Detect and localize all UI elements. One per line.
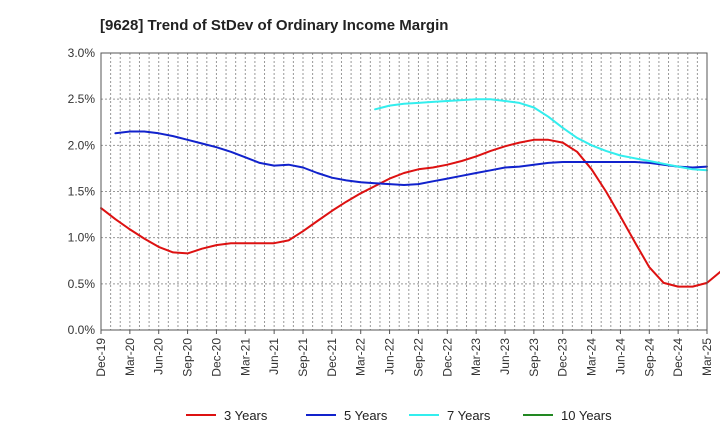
x-tick-label: Dec-24 bbox=[671, 338, 685, 377]
x-tick-label: Dec-22 bbox=[440, 338, 454, 377]
x-tick-label: Jun-23 bbox=[498, 338, 512, 375]
x-tick-label: Dec-19 bbox=[94, 338, 108, 377]
x-tick-label: Mar-23 bbox=[469, 338, 483, 376]
chart-title: [9628] Trend of StDev of Ordinary Income… bbox=[100, 17, 448, 34]
legend-label: 7 Years bbox=[447, 408, 491, 423]
legend-label: 5 Years bbox=[344, 408, 388, 423]
x-axis-ticks: Dec-19 Mar-20 Jun-20 Sep-20 Dec-20 Mar-21 Jun-… bbox=[94, 330, 714, 377]
x-tick-label: Sep-23 bbox=[527, 338, 541, 377]
x-tick-label: Sep-20 bbox=[181, 338, 195, 377]
y-tick-label: 2.5% bbox=[68, 92, 96, 106]
x-tick-label: Dec-20 bbox=[209, 338, 223, 377]
x-tick-label: Mar-22 bbox=[354, 338, 368, 376]
y-tick-label: 2.0% bbox=[68, 138, 96, 152]
plot-frame bbox=[100, 52, 708, 331]
y-tick-label: 3.0% bbox=[68, 46, 96, 60]
y-tick-label: 0.5% bbox=[68, 277, 96, 291]
x-tick-label: Sep-22 bbox=[411, 338, 425, 377]
plot-grid bbox=[101, 53, 707, 330]
series-line-3-years bbox=[100, 138, 720, 288]
x-tick-label: Mar-25 bbox=[700, 338, 714, 376]
x-tick-label: Sep-21 bbox=[296, 338, 310, 377]
x-tick-label: Mar-21 bbox=[238, 338, 252, 376]
x-tick-label: Sep-24 bbox=[642, 338, 656, 377]
legend: 3 Years 5 Years 7 Years 10 Years bbox=[186, 408, 612, 423]
legend-label: 3 Years bbox=[224, 408, 268, 423]
y-tick-label: 1.5% bbox=[68, 185, 96, 199]
x-tick-label: Mar-24 bbox=[585, 338, 599, 376]
series-line-7-years bbox=[374, 98, 708, 172]
y-tick-label: 1.0% bbox=[68, 231, 96, 245]
x-tick-label: Dec-23 bbox=[556, 338, 570, 377]
x-tick-label: Mar-20 bbox=[123, 338, 137, 376]
legend-label: 10 Years bbox=[561, 408, 612, 423]
x-tick-label: Jun-24 bbox=[613, 338, 627, 375]
series-lines bbox=[100, 98, 720, 288]
x-tick-label: Jun-21 bbox=[267, 338, 281, 375]
x-tick-label: Dec-21 bbox=[325, 338, 339, 377]
series-line-5-years bbox=[114, 130, 708, 186]
x-tick-label: Jun-20 bbox=[152, 338, 166, 375]
x-tick-label: Jun-22 bbox=[383, 338, 397, 375]
y-axis-ticks: 0.0% 0.5% 1.0% 1.5% 2.0% 2.5% 3.0% bbox=[68, 46, 96, 337]
y-tick-label: 0.0% bbox=[68, 323, 96, 337]
